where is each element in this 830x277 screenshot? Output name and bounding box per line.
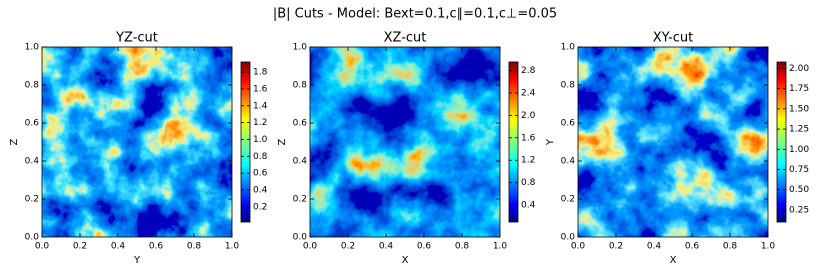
heatmap-image — [578, 47, 768, 237]
x-tick-label: 0.6 — [417, 242, 432, 252]
x-axis-label: Y — [133, 255, 141, 266]
x-tick-label: 0.8 — [455, 242, 470, 252]
y-tick-label: 0.0 — [293, 233, 308, 243]
colorbar-tick-label: 1.75 — [789, 84, 809, 94]
colorbar-tick-label: 2.4 — [521, 88, 536, 98]
axes-title: XZ-cut — [384, 31, 427, 46]
y-tick-label: 0.4 — [25, 157, 40, 167]
colorbar-tick-label: 0.6 — [253, 169, 268, 179]
colorbar-tick-label: 0.50 — [789, 185, 809, 195]
colorbar — [240, 61, 251, 223]
y-tick-label: 0.2 — [293, 195, 307, 205]
x-tick-label: 0.4 — [379, 242, 394, 252]
x-tick-label: 1.0 — [493, 242, 508, 252]
colorbar-tick-label: 1.8 — [253, 68, 268, 78]
x-tick-label: 0.4 — [647, 242, 662, 252]
colorbar-tick-label: 1.6 — [253, 84, 268, 94]
colorbar-tick-label: 1.2 — [253, 118, 267, 128]
y-tick-label: 0.8 — [293, 81, 308, 91]
y-tick-label: 0.6 — [293, 119, 308, 129]
y-axis-label: Y — [545, 138, 556, 146]
axes-frame — [309, 46, 501, 238]
y-axis-label: Z — [9, 138, 20, 145]
colorbar-tick-label: 0.2 — [253, 202, 267, 212]
colorbar-tick-label: 1.25 — [789, 125, 809, 135]
colorbar-tick-label: 0.25 — [789, 205, 809, 215]
y-tick-label: 0.6 — [561, 119, 576, 129]
y-tick-label: 0.2 — [561, 195, 575, 205]
y-axis-label: Z — [277, 138, 288, 145]
colorbar-tick-label: 0.75 — [789, 165, 809, 175]
x-tick-label: 0.2 — [609, 242, 623, 252]
x-tick-label: 0.6 — [685, 242, 700, 252]
x-tick-label: 0.8 — [187, 242, 202, 252]
y-tick-label: 0.6 — [25, 119, 40, 129]
colorbar-tick-label: 2.8 — [521, 66, 536, 76]
colorbar-tick-label: 1.50 — [789, 104, 809, 114]
x-tick-label: 1.0 — [225, 242, 240, 252]
y-tick-label: 0.4 — [293, 157, 308, 167]
axes-frame — [577, 46, 769, 238]
colorbar-tick-label: 2.0 — [521, 111, 536, 121]
heatmap-image — [42, 47, 232, 237]
colorbar-tick-label: 0.4 — [521, 201, 536, 211]
axes-title: XY-cut — [653, 31, 693, 46]
x-axis-label: X — [670, 255, 677, 266]
colorbar-tick-label: 1.0 — [253, 135, 268, 145]
y-tick-label: 0.0 — [25, 233, 40, 243]
y-tick-label: 1.0 — [561, 43, 576, 53]
axes-title: YZ-cut — [115, 31, 158, 46]
colorbar — [776, 61, 787, 223]
colorbar-tick-label: 1.4 — [253, 101, 268, 111]
heatmap-image — [310, 47, 500, 237]
x-tick-label: 0.2 — [341, 242, 355, 252]
y-tick-label: 0.2 — [25, 195, 39, 205]
x-tick-label: 0.4 — [111, 242, 126, 252]
x-tick-label: 0.0 — [571, 242, 586, 252]
x-tick-label: 0.0 — [303, 242, 318, 252]
colorbar-tick-label: 1.6 — [521, 133, 536, 143]
axes-frame — [41, 46, 233, 238]
x-tick-label: 0.8 — [723, 242, 738, 252]
colorbar-tick-label: 1.00 — [789, 145, 809, 155]
colorbar — [508, 61, 519, 223]
y-tick-label: 0.4 — [561, 157, 576, 167]
y-tick-label: 0.8 — [561, 81, 576, 91]
x-tick-label: 0.2 — [73, 242, 87, 252]
colorbar-tick-label: 1.2 — [521, 156, 535, 166]
colorbar-tick-label: 0.4 — [253, 186, 268, 196]
x-tick-label: 0.6 — [149, 242, 164, 252]
figure-title: |B| Cuts - Model: Bext=0.1,c∥=0.1,c⊥=0.0… — [273, 7, 557, 22]
x-tick-label: 1.0 — [761, 242, 776, 252]
colorbar-tick-label: 0.8 — [253, 152, 268, 162]
y-tick-label: 1.0 — [25, 43, 40, 53]
colorbar-tick-label: 0.8 — [521, 178, 536, 188]
x-axis-label: X — [402, 255, 409, 266]
x-tick-label: 0.0 — [35, 242, 50, 252]
y-tick-label: 0.0 — [561, 233, 576, 243]
y-tick-label: 0.8 — [25, 81, 40, 91]
y-tick-label: 1.0 — [293, 43, 308, 53]
colorbar-tick-label: 2.00 — [789, 64, 809, 74]
